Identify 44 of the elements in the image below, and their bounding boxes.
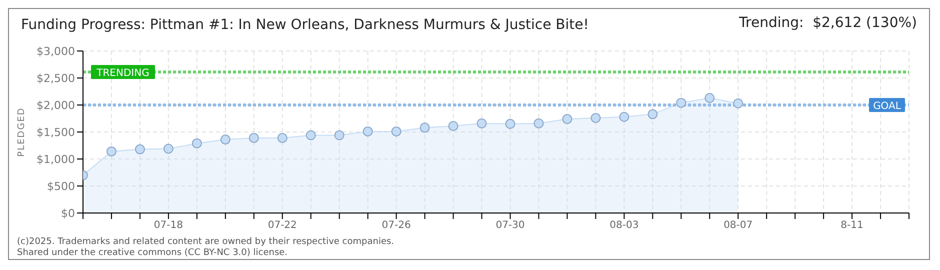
x-tick-label: 08-07 [724, 220, 753, 232]
point [619, 112, 630, 122]
point [334, 130, 344, 140]
x-tick-label: 8-11 [840, 220, 864, 232]
point [192, 138, 202, 148]
point [704, 92, 715, 103]
point [163, 144, 174, 154]
chart-title: Funding Progress: Pittman #1: In New Orleans, Darkness Murmurs & Justice Bite! [21, 17, 589, 33]
y-tick-label: $2,500 [36, 72, 75, 85]
y-tick-label: $2,000 [36, 98, 75, 112]
x-tick-label: 07-22 [268, 220, 297, 232]
point [648, 109, 658, 120]
y-tick-label: $0 [61, 206, 75, 220]
point [391, 126, 402, 136]
point [306, 130, 316, 140]
ref-line-label: TRENDING [96, 68, 150, 79]
x-tick-label: 07-18 [154, 220, 183, 232]
ref-line-label: GOAL [873, 101, 902, 112]
x-tick-label: 08-03 [610, 220, 639, 232]
point [534, 118, 544, 128]
point [476, 118, 487, 128]
point [505, 118, 516, 129]
y-tick-label: $3,000 [36, 44, 75, 58]
point [362, 126, 373, 136]
y-tick-label: $500 [47, 180, 75, 193]
point [562, 114, 572, 124]
point [106, 146, 116, 156]
x-tick-label: 07-30 [496, 220, 525, 232]
point [590, 112, 601, 123]
point [676, 98, 686, 108]
y-axis-title: PLEDGED [17, 107, 28, 157]
point [220, 134, 230, 145]
y-tick-label: $1,000 [36, 152, 75, 166]
point [134, 144, 145, 154]
point [420, 122, 430, 133]
point [277, 132, 288, 143]
point [248, 132, 259, 143]
text: Shared under the creative commons (CC BY-NC 3.0) license. [17, 248, 288, 258]
x-tick-label: 07-26 [382, 220, 411, 232]
point [733, 98, 744, 108]
y-tick-label: $1,500 [36, 126, 75, 139]
text: (c)2025. Trademarks and related content are owned by their respective companies. [17, 237, 394, 247]
point [448, 121, 458, 132]
chart-subtitle: Trending: $2,612 (130%) [739, 15, 917, 31]
